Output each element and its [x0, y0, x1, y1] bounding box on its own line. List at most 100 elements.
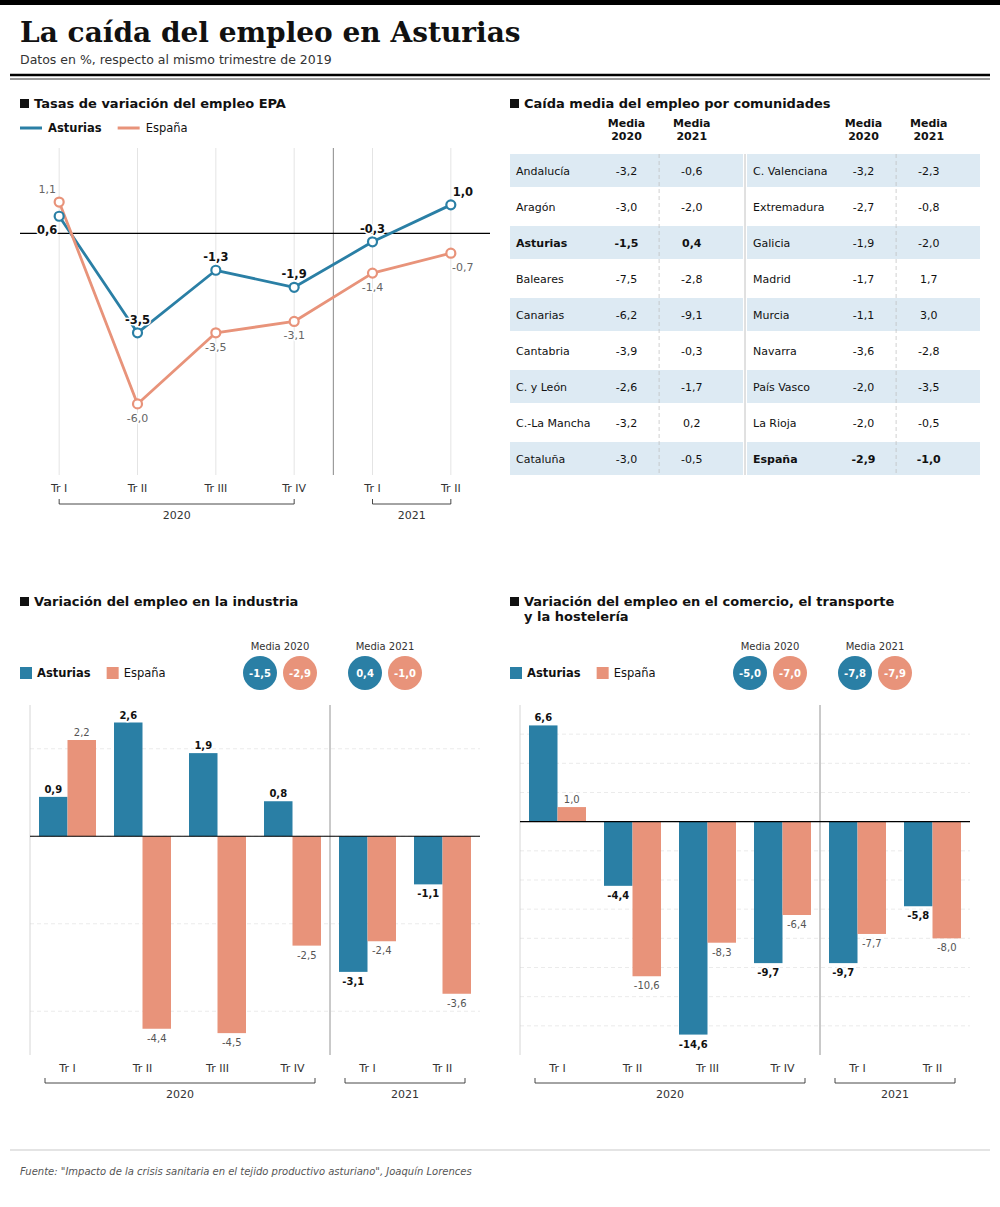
- zero-line: [30, 836, 480, 837]
- mean-label: -2,9: [289, 668, 311, 679]
- bar: [529, 725, 558, 821]
- bar: [414, 836, 443, 884]
- grid-line: [520, 938, 970, 939]
- point: [290, 317, 299, 326]
- text-line: 2020: [848, 130, 879, 143]
- grid-line: [520, 909, 970, 910]
- x-tick-label: Tr I: [548, 1062, 565, 1075]
- bar: [218, 836, 247, 1033]
- row-band: [510, 406, 743, 439]
- row-band: [510, 262, 743, 295]
- grid-line: [520, 734, 970, 735]
- data-label: -3,6: [447, 998, 467, 1009]
- bar: [189, 753, 218, 836]
- data-label: 1,0: [564, 794, 580, 805]
- x-tick-label: Tr III: [695, 1062, 719, 1075]
- table-cell: -2,0: [853, 417, 874, 430]
- table-cell: -0,3: [681, 345, 702, 358]
- data-label: -7,7: [862, 938, 882, 949]
- table-cell: -2,7: [853, 201, 874, 214]
- data-label: -3,5: [125, 313, 150, 327]
- row-band: [510, 370, 743, 403]
- row-band: [510, 298, 743, 331]
- data-label: 1,0: [453, 185, 473, 199]
- x-tick-label: Tr IV: [770, 1062, 795, 1075]
- mean-badge: [733, 656, 767, 690]
- x-tick-label: Tr I: [848, 1062, 865, 1075]
- mean-badge: [348, 656, 382, 690]
- legend-entry: Asturias: [527, 666, 581, 680]
- data-label: -4,4: [607, 890, 629, 901]
- row-label: Andalucía: [516, 165, 570, 178]
- row-label: Madrid: [753, 273, 791, 286]
- mean-label: -1,0: [394, 668, 416, 679]
- grid-line: [294, 148, 295, 475]
- table-cell: -2,8: [918, 345, 939, 358]
- column-header: Media2020: [845, 117, 882, 143]
- data-label: -10,6: [634, 980, 660, 991]
- point: [446, 249, 455, 258]
- table-cell: -1,1: [853, 309, 874, 322]
- data-label: 0,9: [44, 784, 62, 795]
- row-band: [747, 262, 980, 295]
- bar: [679, 822, 708, 1035]
- table-cell: -3,0: [616, 453, 637, 466]
- mean-badge: [243, 656, 277, 690]
- row-label: Aragón: [516, 201, 556, 214]
- grid-line: [520, 996, 970, 997]
- x-tick-label: Tr I: [358, 1062, 375, 1075]
- bar: [633, 822, 662, 977]
- bar: [39, 797, 68, 836]
- row-band: [510, 226, 743, 259]
- grid-line: [30, 836, 480, 837]
- mean-label: -7,0: [779, 668, 801, 679]
- table-cell: -0,8: [918, 201, 939, 214]
- grid-line: [215, 148, 216, 475]
- title-square: [20, 99, 29, 108]
- text-line: 2021: [913, 130, 944, 143]
- table-cell: -1,0: [917, 453, 941, 466]
- y-axis-line: [520, 705, 521, 1055]
- top-bar: [0, 0, 1000, 5]
- row-band: [747, 442, 980, 475]
- grid-line: [520, 763, 970, 764]
- grid-line: [520, 1025, 970, 1026]
- row-band: [747, 334, 980, 367]
- legend-swatch: [20, 127, 42, 130]
- table-cell: -1,5: [614, 237, 638, 250]
- legend-swatch: [510, 667, 522, 679]
- x-tick-label: Tr I: [363, 482, 380, 495]
- table-cell: 1,7: [920, 273, 938, 286]
- grid-line: [30, 748, 480, 749]
- plot-area: [39, 723, 471, 1034]
- row-label: Navarra: [753, 345, 797, 358]
- text-line: y la hostelería: [524, 609, 629, 624]
- bar: [443, 836, 472, 994]
- grid-line: [372, 148, 373, 475]
- point: [55, 198, 64, 207]
- grid-line: [520, 850, 970, 851]
- text-line: Media: [673, 117, 710, 130]
- data-label: -1,9: [282, 267, 307, 281]
- column-separator: [896, 154, 897, 475]
- row-label: Murcia: [753, 309, 790, 322]
- table-cell: -0,5: [918, 417, 939, 430]
- row-label: Cantabria: [516, 345, 570, 358]
- zero-line: [520, 821, 970, 822]
- badge-title: Media 2021: [846, 641, 905, 652]
- mean-label: -1,5: [249, 668, 271, 679]
- x-tick-label: Tr II: [622, 1062, 643, 1075]
- data-label: -1,4: [362, 281, 383, 294]
- table-cell: -6,2: [616, 309, 637, 322]
- legend-entry: España: [146, 121, 188, 135]
- table-cell: -1,7: [681, 381, 702, 394]
- data-label: -6,4: [787, 919, 807, 930]
- legend-entry: España: [614, 666, 656, 680]
- bar: [933, 822, 962, 939]
- year-label: 2020: [166, 1088, 194, 1101]
- row-band: [747, 226, 980, 259]
- point: [446, 200, 455, 209]
- table-cell: -2,0: [853, 381, 874, 394]
- x-tick-label: Tr II: [127, 482, 148, 495]
- point: [211, 266, 220, 275]
